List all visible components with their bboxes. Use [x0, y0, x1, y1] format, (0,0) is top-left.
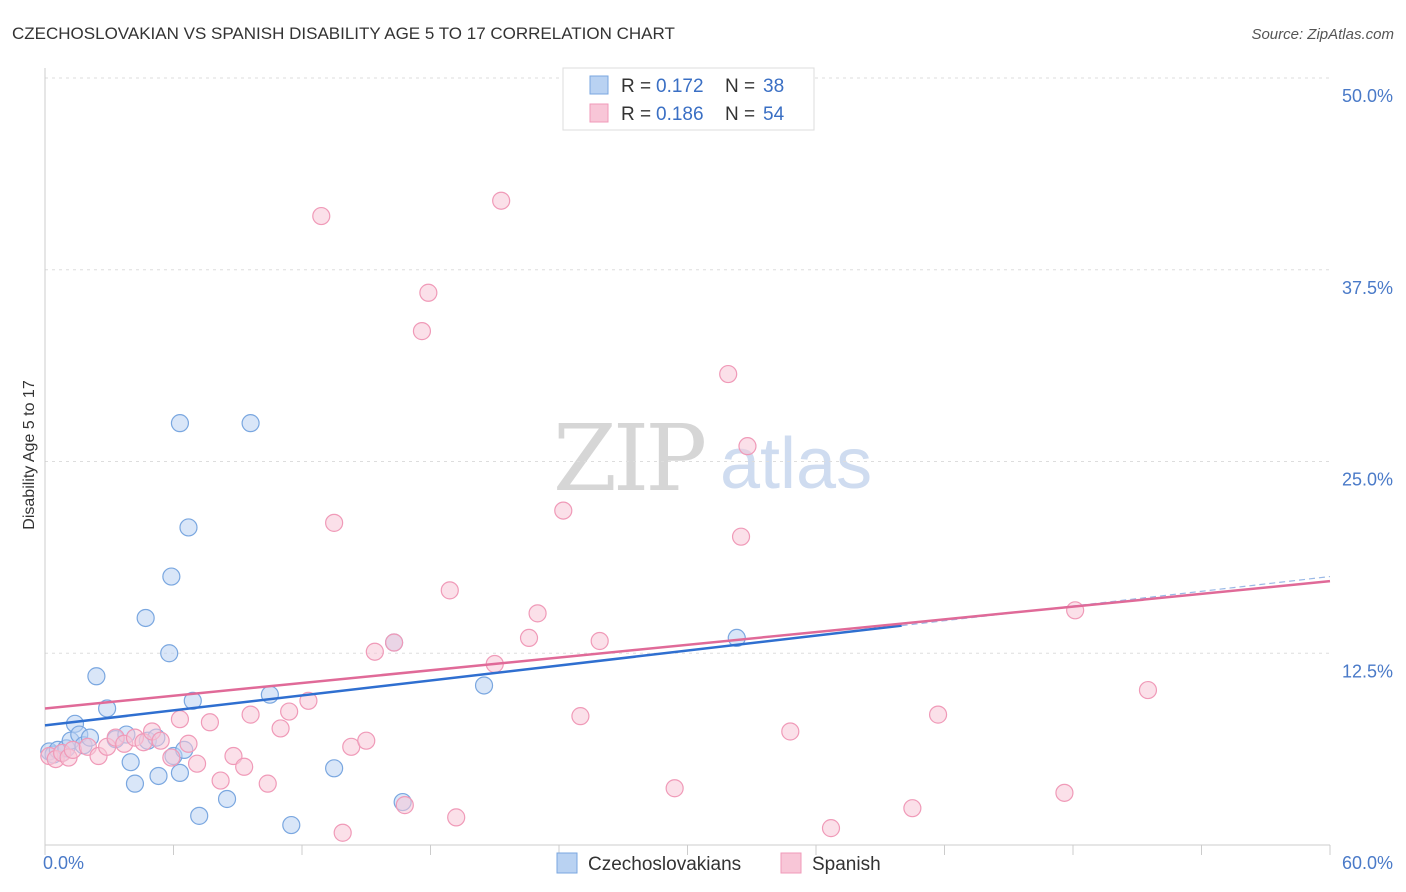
spanish-point-48 — [731, 527, 751, 546]
trend-lines — [44, 575, 1331, 727]
bottom-legend: Czechoslovakians Spanish — [556, 852, 881, 875]
czechoslovakians-point-30 — [241, 414, 260, 433]
czechoslovakians-point-22 — [170, 763, 190, 783]
spanish-point-26 — [299, 691, 318, 710]
czechoslovakians-point-32 — [282, 815, 301, 835]
legend-n-value-czechoslovakians: 38 — [763, 76, 784, 97]
x-tick-labels: 0.0% 60.0% — [43, 853, 1393, 873]
y-tick-labels: 12.5% 25.0% 37.5% 50.0% — [1342, 86, 1393, 681]
bottom-legend-label-czechoslovakians: Czechoslovakians — [588, 854, 741, 875]
spanish-point-44 — [571, 707, 590, 726]
spanish-point-52 — [903, 799, 922, 818]
spanish-point-41 — [519, 628, 539, 648]
trend-line-spanish — [44, 579, 1331, 710]
spanish-point-25 — [280, 702, 299, 721]
spanish-point-38 — [447, 808, 466, 827]
spanish-point-22 — [241, 705, 260, 724]
spanish-point-29 — [333, 823, 352, 842]
spanish-point-49 — [738, 437, 757, 456]
czechoslovakians-point-23 — [162, 567, 181, 586]
legend-r-label-spanish: R = — [621, 104, 651, 125]
bottom-legend-label-spanish: Spanish — [812, 854, 881, 875]
chart-source: Source: ZipAtlas.com — [1251, 26, 1394, 43]
spanish-point-56 — [1138, 680, 1158, 700]
spanish-point-13 — [151, 731, 170, 750]
spanish-point-23 — [258, 774, 277, 793]
watermark-atlas: atlas — [720, 424, 872, 504]
spanish-point-40 — [492, 191, 511, 210]
spanish-point-47 — [719, 364, 738, 384]
axes — [44, 68, 1331, 855]
spanish-point-20 — [224, 746, 243, 766]
spanish-point-16 — [179, 734, 198, 753]
czechoslovakians-point-15 — [121, 753, 140, 772]
bottom-legend-swatch-czechoslovakians — [556, 852, 578, 874]
czechoslovakians-point-29 — [217, 789, 237, 809]
spanish-point-34 — [395, 796, 414, 815]
spanish-point-27 — [312, 206, 331, 226]
spanish-point-33 — [384, 633, 404, 652]
x-tick-label-max: 60.0% — [1342, 853, 1393, 873]
spanish-point-50 — [781, 722, 800, 741]
spanish-point-24 — [271, 719, 290, 738]
czechoslovakians-point-18 — [136, 608, 155, 628]
watermark: ZIP atlas — [553, 405, 872, 512]
legend-r-value-czechoslovakians: 0.172 — [656, 76, 704, 97]
spanish-point-51 — [821, 819, 841, 838]
spanish-point-55 — [1066, 601, 1085, 620]
x-tick-label-min: 0.0% — [43, 853, 84, 873]
spanish-point-36 — [419, 283, 438, 302]
czechoslovakians-point-36 — [474, 676, 494, 695]
bottom-legend-swatch-spanish — [780, 852, 802, 874]
spanish-point-21 — [235, 757, 254, 776]
legend-n-value-spanish: 54 — [763, 104, 785, 125]
spanish-point-46 — [665, 779, 684, 798]
spanish-point-15 — [170, 710, 190, 729]
legend-n-label-czechoslovakians: N = — [725, 76, 755, 97]
y-tick-label-1: 25.0% — [1342, 470, 1393, 490]
series-spanish-points — [40, 191, 1158, 842]
spanish-point-17 — [187, 754, 207, 773]
y-axis-label: Disability Age 5 to 17 — [21, 380, 38, 530]
spanish-point-19 — [211, 771, 230, 790]
legend: R = 0.172 N = 38 R = 0.186 N = 54 — [562, 67, 815, 131]
y-tick-label-3: 50.0% — [1342, 86, 1393, 106]
spanish-point-45 — [590, 631, 609, 651]
czechoslovakians-point-24 — [170, 414, 190, 433]
legend-n-label-spanish: N = — [725, 104, 755, 125]
spanish-point-28 — [325, 513, 344, 532]
legend-r-label-czechoslovakians: R = — [621, 76, 651, 97]
legend-swatch-czechoslovakians — [589, 75, 609, 95]
spanish-point-32 — [365, 642, 384, 661]
czechoslovakians-point-19 — [149, 766, 168, 786]
chart-title: CZECHOSLOVAKIAN VS SPANISH DISABILITY AG… — [12, 24, 675, 43]
legend-swatch-spanish — [589, 103, 609, 123]
trend-line-czechoslovakians — [44, 624, 902, 727]
spanish-point-43 — [554, 501, 573, 520]
czechoslovakians-point-20 — [160, 644, 179, 663]
grid-lines — [45, 77, 1330, 654]
czechoslovakians-point-33 — [325, 759, 344, 778]
spanish-point-37 — [440, 581, 459, 600]
czechoslovakians-point-28 — [190, 806, 209, 825]
legend-r-value-spanish: 0.186 — [656, 104, 704, 125]
spanish-point-42 — [528, 604, 547, 623]
spanish-point-4 — [63, 740, 82, 759]
y-tick-label-2: 37.5% — [1342, 278, 1393, 298]
spanish-point-18 — [200, 713, 220, 732]
czechoslovakians-point-25 — [179, 518, 198, 537]
watermark-zip: ZIP — [553, 405, 704, 512]
spanish-point-54 — [1055, 783, 1074, 802]
spanish-point-31 — [357, 731, 376, 750]
spanish-point-53 — [928, 705, 948, 724]
czechoslovakians-point-10 — [87, 667, 106, 686]
spanish-point-14 — [162, 748, 181, 767]
y-tick-label-0: 12.5% — [1342, 661, 1393, 681]
spanish-point-35 — [412, 322, 432, 341]
czechoslovakians-point-14 — [125, 774, 145, 793]
